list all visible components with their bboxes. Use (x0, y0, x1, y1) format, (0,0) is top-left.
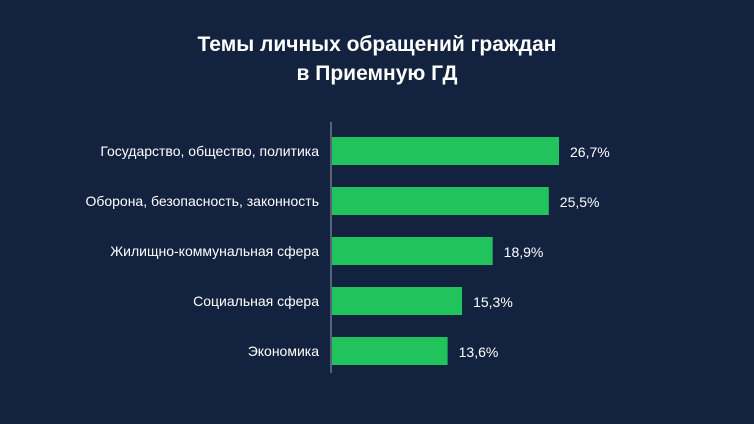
category-label: Социальная сфера (193, 293, 319, 309)
value-label: 15,3% (473, 294, 513, 310)
value-label: 26,7% (570, 144, 610, 160)
category-label: Государство, общество, политика (100, 143, 319, 159)
chart-title-line-1: Темы личных обращений граждан (197, 33, 557, 56)
bar (332, 337, 448, 365)
value-label: 18,9% (504, 244, 544, 260)
bar (332, 187, 549, 215)
chart-title: Темы личных обращений граждан в Приемную… (0, 30, 754, 88)
category-label: Экономика (248, 343, 320, 359)
chart-title-line-2: в Приемную ГД (296, 62, 458, 85)
value-label: 25,5% (560, 194, 600, 210)
category-label: Жилищно-коммунальная сфера (110, 243, 319, 259)
value-label: 13,6% (459, 344, 499, 360)
category-label: Оборона, безопасность, законность (85, 193, 319, 209)
bar (332, 237, 493, 265)
bar (332, 137, 559, 165)
bar (332, 287, 463, 315)
